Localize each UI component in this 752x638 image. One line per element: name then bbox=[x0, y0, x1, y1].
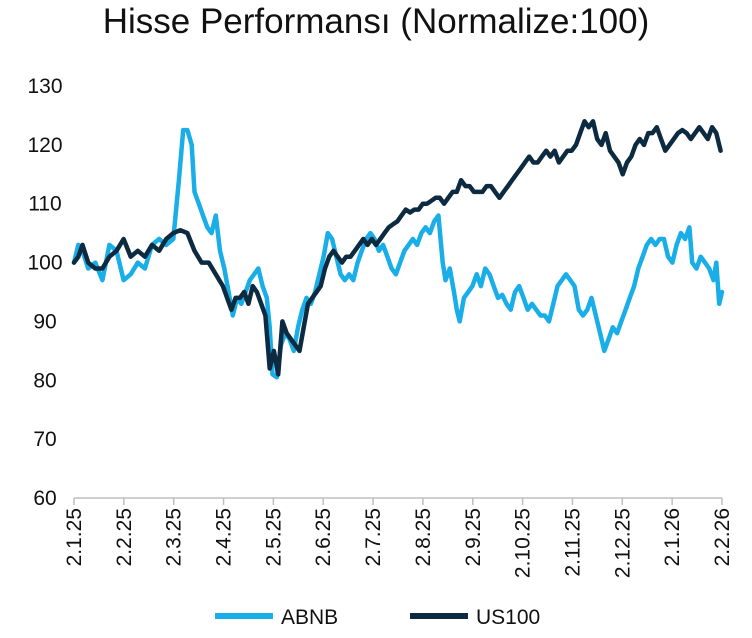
y-tick-label: 60 bbox=[33, 487, 56, 510]
x-tick-label: 2.8.25 bbox=[412, 508, 435, 566]
x-tick-label: 2.1.25 bbox=[63, 508, 86, 566]
y-tick-label: 80 bbox=[33, 369, 56, 392]
x-tick-label: 2.4.25 bbox=[213, 508, 236, 566]
legend: ABNB US100 bbox=[215, 606, 540, 629]
y-tick-label: 90 bbox=[33, 310, 56, 333]
y-tick-label: 120 bbox=[27, 134, 62, 157]
y-tick-label: 70 bbox=[33, 428, 56, 451]
x-tick-label: 2.10.25 bbox=[512, 508, 535, 578]
x-axis: 2.1.25 2.2.25 2.3.25 2.4.25 2.5.25 2.6.25 2.7.… bbox=[63, 497, 734, 578]
x-tick-label: 2.11.25 bbox=[561, 508, 584, 577]
x-tick-label: 2.3.25 bbox=[163, 508, 186, 566]
legend-label-abnb: ABNB bbox=[281, 606, 338, 629]
x-tick-label: 2.2.25 bbox=[113, 508, 136, 566]
y-tick-label: 110 bbox=[28, 193, 61, 216]
x-tick-label: 2.1.26 bbox=[661, 508, 684, 566]
series-line-abnb bbox=[71, 127, 725, 380]
y-tick-label: 130 bbox=[27, 75, 62, 98]
x-tick-label: 2.7.25 bbox=[362, 508, 385, 566]
y-tick-label: 100 bbox=[27, 252, 62, 275]
x-tick-label: 2.6.25 bbox=[312, 508, 335, 566]
x-tick-label: 2.9.25 bbox=[462, 508, 485, 566]
x-tick-label: 2.12.25 bbox=[611, 508, 634, 578]
series-line-us100 bbox=[71, 119, 723, 377]
series-layer bbox=[71, 119, 725, 380]
x-tick-label: 2.5.25 bbox=[262, 508, 285, 566]
x-tick-label: 2.2.26 bbox=[711, 508, 734, 566]
chart-title: Hisse Performansı (Normalize:100) bbox=[102, 2, 650, 41]
y-axis: 60 70 80 90 100 110 120 130 bbox=[27, 75, 62, 510]
legend-label-us100: US100 bbox=[476, 606, 540, 629]
